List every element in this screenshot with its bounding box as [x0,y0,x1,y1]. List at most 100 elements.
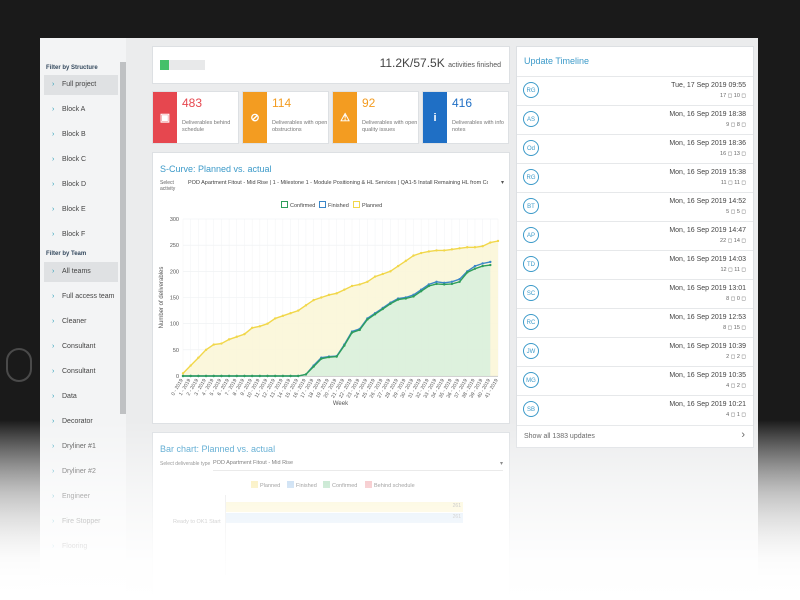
team-filter-label: Data [62,393,77,400]
chevron-down-icon: ▾ [499,461,503,467]
data-point [473,267,477,270]
chevron-right-icon: › [52,268,55,275]
legend-label: Planned [362,203,383,209]
team-filter-item[interactable]: › Engineer [44,487,118,507]
legend-item-finished[interactable]: Finished [319,201,349,209]
legend-label: Planned [260,483,281,489]
data-point [343,344,346,347]
data-point [227,338,231,341]
chevron-right-icon: › [52,231,55,238]
chevron-right-icon: › [52,293,55,300]
structure-filter-item[interactable]: › Block D [44,175,118,195]
stat-card[interactable]: ⚠ 92 Deliverables with open quality issues [332,91,419,144]
legend-swatch [287,481,294,488]
y-tick-label: 150 [170,296,179,302]
team-filter-item[interactable]: › Full access team [44,287,118,307]
data-point [458,247,461,250]
timeline-entry[interactable]: JW Mon, 16 Sep 2019 10:39 2 ◻ 2 ◻ [517,337,753,367]
timeline-entry[interactable]: RC Mon, 16 Sep 2019 12:53 8 ◻ 15 ◻ [517,308,753,338]
timeline-counts: 8 ◻ 0 ◻ [726,296,746,302]
bar-legend-item[interactable]: Finished [287,481,317,489]
timeline-entry[interactable]: SB Mon, 16 Sep 2019 10:21 4 ◻ 1 ◻ [517,395,753,425]
timeline-counts: 17 ◻ 10 ◻ [720,93,746,99]
stat-card[interactable]: i 416 Deliverables with info notes [422,91,509,144]
timeline-entry[interactable]: BT Mon, 16 Sep 2019 14:52 5 ◻ 5 ◻ [517,192,753,222]
data-point [435,280,438,283]
team-filter-item[interactable]: › Fire Stopper [44,512,118,532]
timeline-entry[interactable]: RG Tue, 17 Sep 2019 09:55 17 ◻ 10 ◻ [517,76,753,106]
team-filter-item[interactable]: › Consultant [44,362,118,382]
timeline-entry[interactable]: AP Mon, 16 Sep 2019 14:47 22 ◻ 14 ◻ [517,221,753,251]
timeline-date: Mon, 16 Sep 2019 10:39 [669,343,746,350]
team-filter-item[interactable]: › Data [44,387,118,407]
timeline-date: Mon, 16 Sep 2019 10:21 [669,401,746,408]
chevron-right-icon: › [52,106,55,113]
team-filter-item[interactable]: › Dryliner #2 [44,462,118,482]
timeline-entry[interactable]: MG Mon, 16 Sep 2019 10:35 4 ◻ 2 ◻ [517,366,753,396]
stat-card[interactable]: ⊘ 114 Deliverables with open obstructions [242,91,329,144]
structure-filter-item[interactable]: › Block C [44,150,118,170]
timeline-entry[interactable]: TD Mon, 16 Sep 2019 14:03 12 ◻ 11 ◻ [517,250,753,280]
scurve-activity-select[interactable]: POD Apartment Fitout - Mid Rise | 1 - Mi… [188,179,504,189]
structure-filter-item[interactable]: › Block F [44,225,118,245]
data-point [435,282,438,286]
y-tick-label: 300 [170,217,179,223]
structure-filter-item[interactable]: › Block E [44,200,118,220]
bar-legend-item[interactable]: Planned [251,481,280,489]
stat-value: 416 [452,96,473,110]
barchart-card: Bar chart: Planned vs. actual Select del… [152,432,510,600]
data-point [266,374,269,378]
avatar: RC [523,314,539,330]
structure-filter-label: Block E [62,206,86,213]
data-point [220,342,223,345]
structure-filter-label: Block D [62,181,87,188]
calendar-warning-icon: ▣ [153,92,177,143]
data-point [350,331,354,334]
data-point [266,322,269,325]
data-point [212,374,215,378]
data-point [312,298,315,302]
legend-item-confirmed[interactable]: Confirmed [281,201,315,209]
structure-filter-item[interactable]: › Block B [44,125,118,145]
bar-legend-item[interactable]: Confirmed [323,481,357,489]
legend-item-planned[interactable]: Planned [353,201,382,209]
timeline-date: Mon, 16 Sep 2019 12:53 [669,314,746,321]
structure-filter-item[interactable]: › Full project [44,75,118,95]
data-point [220,374,223,378]
data-point [358,283,361,286]
sidebar-scrollbar[interactable] [120,62,126,414]
stat-label: Deliverables with open obstructions [272,120,328,133]
stat-card[interactable]: ▣ 483 Deliverables behind schedule [152,91,239,144]
data-point [373,275,377,278]
data-point [258,374,262,378]
progress-bar-fill [160,60,169,70]
data-point [181,374,185,378]
team-filter-label: Dryliner #2 [62,468,96,475]
timeline-counts: 8 ◻ 15 ◻ [723,325,746,331]
avatar: Od [523,140,539,156]
data-point [366,318,369,321]
timeline-entry[interactable]: SC Mon, 16 Sep 2019 13:01 8 ◻ 0 ◻ [517,279,753,309]
timeline-entry[interactable]: Od Mon, 16 Sep 2019 18:36 16 ◻ 13 ◻ [517,134,753,164]
timeline-entry[interactable]: RG Mon, 16 Sep 2019 15:38 11 ◻ 11 ◻ [517,163,753,193]
structure-filter-item[interactable]: › Block A [44,100,118,120]
planned-bar-value: 261 [452,503,461,509]
team-filter-item[interactable]: › Flooring [44,537,118,557]
legend-swatch [251,481,258,488]
bar-legend-item[interactable]: Behind schedule [365,481,415,489]
data-point [489,260,492,264]
data-point [489,263,492,267]
data-point [235,374,238,378]
avatar: AS [523,111,539,127]
timeline-date: Mon, 16 Sep 2019 14:52 [669,198,746,205]
team-filter-item[interactable]: › All teams [44,262,118,282]
team-filter-item[interactable]: › Dryliner #1 [44,437,118,457]
team-filter-item[interactable]: › Cleaner [44,312,118,332]
show-all-updates-link[interactable]: Show all 1383 updates › [517,425,753,448]
team-filter-item[interactable]: › Decorator [44,412,118,432]
data-point [496,239,500,243]
deliverable-type-select[interactable]: POD Apartment Fitout - Mid Rise ▾ [213,460,503,471]
bar-axis [225,495,226,575]
team-filter-item[interactable]: › Consultant [44,337,118,357]
timeline-entry[interactable]: AS Mon, 16 Sep 2019 18:38 9 ◻ 8 ◻ [517,105,753,135]
